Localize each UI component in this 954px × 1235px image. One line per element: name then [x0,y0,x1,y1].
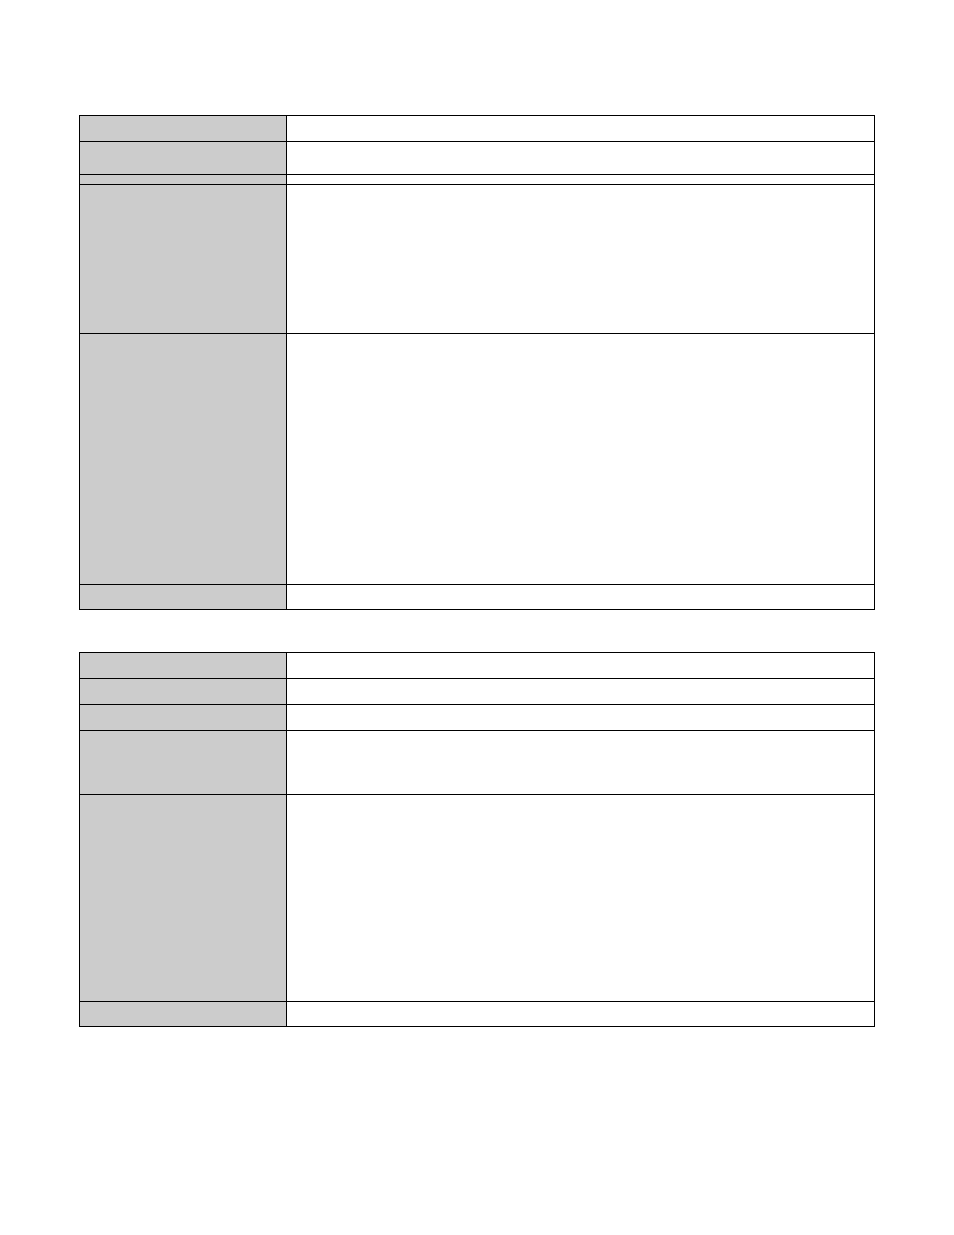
table-cell-value [287,585,874,609]
table-row [80,185,874,334]
table-cell-label [80,653,287,678]
table-row [80,116,874,142]
table-cell-value [287,334,874,584]
table-cell-label [80,142,287,174]
table-row [80,142,874,175]
table-cell-label [80,1002,287,1026]
table-row [80,334,874,585]
table-cell-value [287,653,874,678]
table-cell-label [80,334,287,584]
table-cell-label [80,116,287,141]
table-cell-value [287,679,874,704]
table-cell-value [287,185,874,333]
table-row [80,585,874,609]
table-cell-label [80,585,287,609]
table-cell-value [287,142,874,174]
table-cell-value [287,795,874,1001]
table-cell-label [80,705,287,730]
table-cell-value [287,1002,874,1026]
table-cell-value [287,116,874,141]
table-row [80,731,874,795]
table-1 [79,115,875,610]
table-cell-label [80,731,287,794]
table-cell-value [287,731,874,794]
table-cell-label [80,175,287,184]
table-cell-label [80,679,287,704]
table-2 [79,652,875,1027]
table-row [80,175,874,185]
table-cell-value [287,705,874,730]
table-cell-value [287,175,874,184]
table-row [80,795,874,1002]
document-page [0,0,954,1235]
table-cell-label [80,795,287,1001]
table-row [80,653,874,679]
table-row [80,1002,874,1026]
table-row [80,679,874,705]
table-row [80,705,874,731]
table-cell-label [80,185,287,333]
